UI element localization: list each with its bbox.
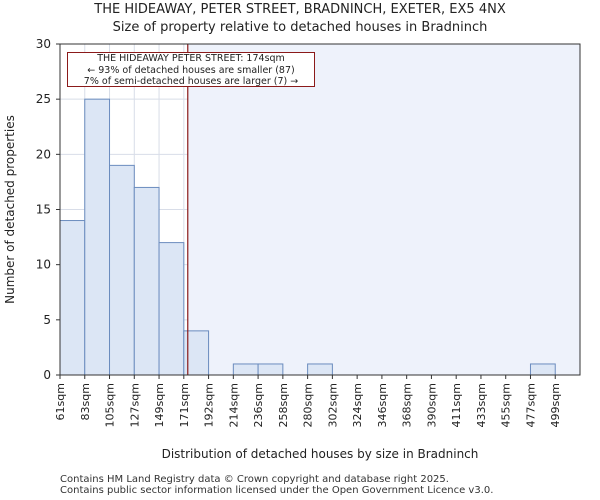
x-tick-label: 477sqm: [524, 383, 537, 427]
x-tick-label: 302sqm: [326, 383, 339, 427]
bar-477sqm: [529, 363, 556, 376]
y-tick-label: 25: [36, 92, 51, 106]
x-tick-label: 324sqm: [351, 383, 364, 427]
y-axis: 0 5 10 15 20 25 30: [36, 37, 60, 382]
x-tick-label: 499sqm: [549, 383, 562, 427]
annotation-line-2: ← 93% of detached houses are smaller (87…: [87, 64, 295, 76]
bar-105sqm: [109, 164, 135, 376]
x-tick-label: 127sqm: [128, 383, 141, 427]
y-tick-label: 0: [43, 368, 51, 382]
x-tick-label: 149sqm: [153, 383, 166, 427]
x-tick-label: 105sqm: [104, 383, 117, 427]
footer-line-2: Contains public sector information licen…: [60, 485, 494, 496]
bar-214sqm: [232, 363, 259, 376]
bar-236sqm: [257, 363, 284, 376]
annotation-line-3: 7% of semi-detached houses are larger (7…: [83, 76, 299, 87]
x-tick-label: 83sqm: [79, 383, 92, 420]
bar-61sqm: [59, 220, 86, 376]
bar-149sqm: [158, 242, 185, 376]
y-tick-label: 5: [43, 313, 51, 327]
bar-83sqm: [84, 98, 111, 376]
x-tick-label: 455sqm: [500, 383, 513, 427]
x-axis-label: Distribution of detached houses by size …: [162, 447, 479, 461]
bars: [59, 98, 556, 376]
annotation-box: THE HIDEAWAY PETER STREET: 174sqm ← 93% …: [67, 52, 315, 87]
x-tick-label: 171sqm: [178, 383, 191, 427]
chart-subtitle: Size of property relative to detached ho…: [112, 20, 488, 35]
x-tick-label: 280sqm: [302, 383, 315, 427]
annotation-line-1: THE HIDEAWAY PETER STREET: 174sqm: [97, 53, 285, 64]
footer-line-1: Contains HM Land Registry data © Crown c…: [60, 474, 449, 485]
bar-280sqm: [307, 363, 333, 376]
chart-title: THE HIDEAWAY, PETER STREET, BRADNINCH, E…: [94, 2, 506, 17]
x-tick-label: 258sqm: [277, 383, 290, 427]
x-tick-label: 390sqm: [425, 383, 438, 427]
bar-127sqm: [133, 186, 160, 376]
highlight-region: [187, 44, 580, 375]
x-tick-label: 192sqm: [203, 383, 216, 427]
x-tick-label: 346sqm: [376, 383, 389, 427]
y-tick-label: 15: [36, 203, 51, 217]
y-tick-label: 20: [36, 147, 51, 161]
x-tick-label: 61sqm: [54, 383, 67, 420]
x-tick-label: 236sqm: [252, 383, 265, 427]
x-axis: 61sqm 83sqm 105sqm 127sqm 149sqm 171sqm 192sqm…: [54, 375, 562, 427]
x-tick-label: 368sqm: [401, 383, 414, 427]
x-tick-label: 411sqm: [450, 383, 463, 427]
y-axis-label: Number of detached properties: [3, 115, 17, 304]
x-tick-label: 214sqm: [227, 383, 240, 427]
y-tick-label: 30: [36, 37, 51, 51]
x-tick-label: 433sqm: [475, 383, 488, 427]
y-tick-label: 10: [36, 258, 51, 272]
